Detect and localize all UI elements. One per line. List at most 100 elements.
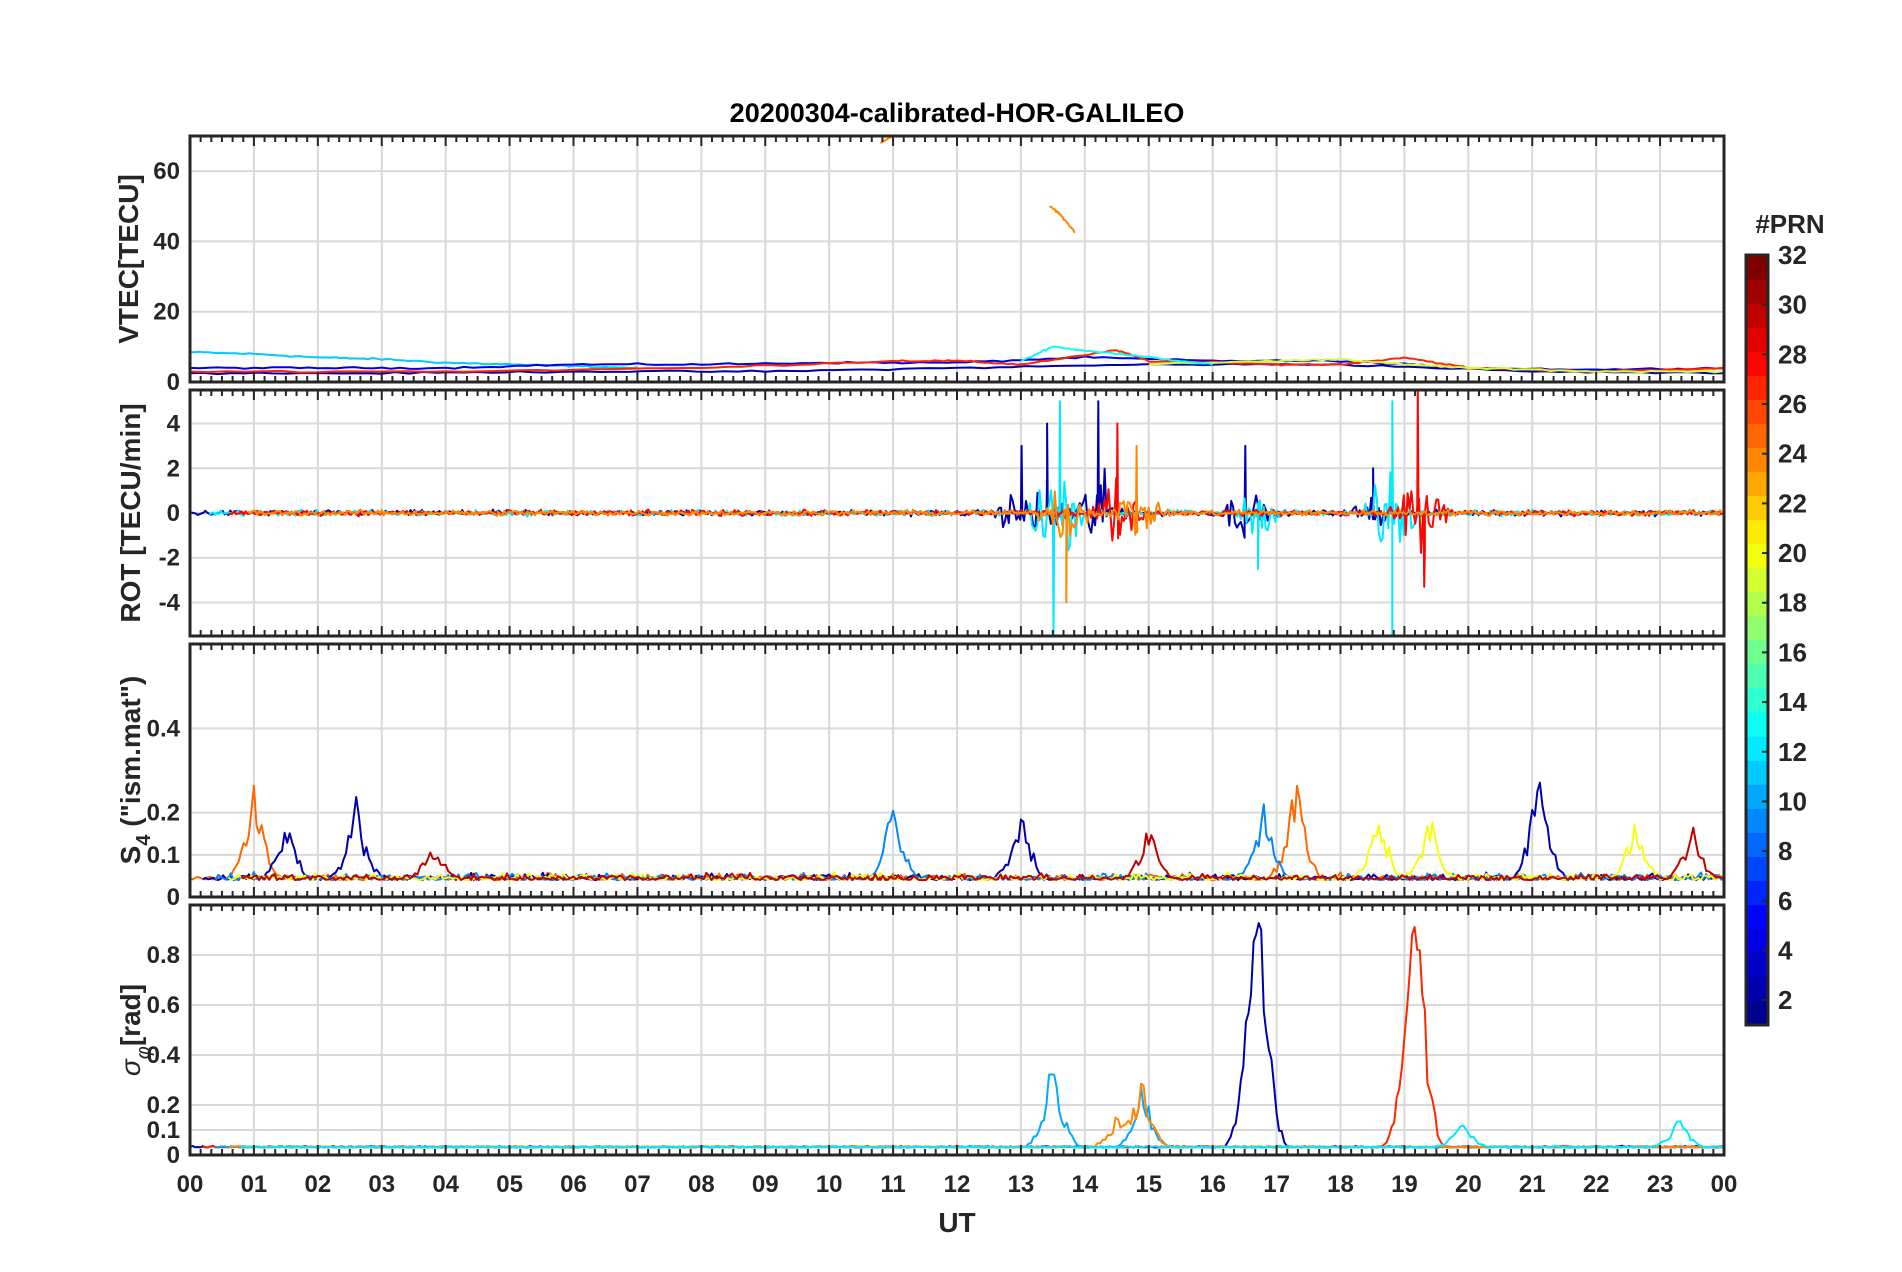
y-tick-label: 0 (167, 369, 180, 396)
series-line-prn-10 (215, 1073, 1724, 1149)
colorbar-swatch (1746, 976, 1768, 1002)
y-tick-label: 40 (153, 228, 180, 255)
x-tick-label: 19 (1391, 1171, 1418, 1198)
x-tick-label: 18 (1327, 1171, 1354, 1198)
colorbar-swatch (1746, 279, 1768, 304)
colorbar-swatch (1746, 591, 1768, 617)
colorbar-swatch (1746, 856, 1768, 882)
colorbar-swatch (1746, 327, 1768, 352)
colorbar-swatch (1746, 567, 1768, 593)
colorbar-swatch (1746, 640, 1768, 665)
y-tick-label: 4 (167, 411, 181, 438)
colorbar-tick-label: 18 (1778, 588, 1807, 618)
y-tick-label: 0.4 (147, 1042, 181, 1069)
x-tick-label: 11 (880, 1171, 905, 1198)
colorbar-swatch (1746, 808, 1768, 833)
x-tick-labels: 00 01 02 03 04 05 06 07 08 09 10 11 12 13 14 15 16 17 18 19… (177, 1171, 1738, 1198)
series-line-prn-12 (208, 400, 1723, 636)
x-axis-label: UT (938, 1207, 975, 1238)
colorbar-swatch (1746, 688, 1768, 713)
y-tick-label: 0 (167, 1142, 180, 1169)
colorbar-title: #PRN (1755, 209, 1824, 239)
colorbar-tick-label: 14 (1778, 687, 1807, 717)
y-tick-label: -4 (159, 589, 181, 616)
colorbar-swatch (1746, 399, 1768, 424)
series-line-prn-13 (1020, 345, 1213, 366)
x-tick-label: 03 (368, 1171, 395, 1198)
x-tick-label: 22 (1583, 1171, 1610, 1198)
series-line-prn-24 (1049, 205, 1076, 233)
x-tick-label: 02 (304, 1171, 331, 1198)
series-line-prn-27 (202, 926, 1724, 1149)
x-tick-label: 04 (432, 1171, 459, 1198)
colorbar-tick-label: 28 (1778, 339, 1807, 369)
colorbar-swatch (1746, 423, 1768, 448)
x-tick-label: 05 (496, 1171, 523, 1198)
series-line-prn-20 (227, 821, 1724, 882)
colorbar-swatch (1746, 351, 1768, 376)
series-line-prn-12 (241, 1120, 1724, 1149)
vtec-ylabel: VTEC[TECU] (113, 174, 144, 344)
rot-ylabel: ROT [TECU/min] (115, 403, 146, 622)
colorbar-swatch (1746, 904, 1768, 930)
sigma-phi-panel: 00.10.2 0.4 0.6 0.8 (147, 903, 1726, 1169)
x-tick-label: 07 (624, 1171, 651, 1198)
y-tick-label: 0 (167, 884, 180, 911)
colorbar-swatch (1746, 375, 1768, 400)
colorbar-swatch (1746, 447, 1768, 473)
y-tick-label: 0.1 (147, 1117, 180, 1144)
colorbar-tick-label: 2 (1778, 985, 1792, 1015)
colorbar-swatch (1746, 832, 1768, 858)
y-tick-label: 20 (153, 299, 180, 326)
colorbar-tick-label: 32 (1778, 240, 1807, 270)
y-tick-label: 2 (167, 455, 180, 482)
x-tick-label: 08 (688, 1171, 715, 1198)
colorbar-swatch (1746, 928, 1768, 954)
x-tick-label: 09 (752, 1171, 779, 1198)
svg-text:σφ[rad]: σφ[rad] (115, 984, 155, 1076)
chart-title: 20200304-calibrated-HOR-GALILEO (730, 98, 1185, 128)
y-tick-label: 0.2 (147, 1092, 180, 1119)
colorbar-swatch (1746, 543, 1768, 569)
y-tick-label: 60 (153, 158, 180, 185)
colorbar-tick-label: 8 (1778, 836, 1792, 866)
colorbar-tick-label: 24 (1778, 439, 1807, 469)
x-tick-label: 12 (944, 1171, 971, 1198)
sigma-phi-ylabel: σφ[rad] (115, 984, 155, 1076)
colorbar-swatch (1746, 760, 1768, 785)
colorbar-tick-label: 26 (1778, 389, 1807, 419)
series-line-prn-30 (240, 826, 1724, 882)
x-tick-label: 15 (1135, 1171, 1162, 1198)
colorbar-swatch (1746, 784, 1768, 809)
colorbar-swatch (1746, 519, 1768, 545)
y-tick-label: 0 (167, 500, 180, 527)
series-line-prn-24 (246, 444, 1723, 604)
vtec-panel: 0 20 40 60 (153, 134, 1726, 396)
colorbar-tick-label: 10 (1778, 786, 1807, 816)
colorbar-swatch (1746, 303, 1768, 328)
colorbar-tick-label: 30 (1778, 290, 1807, 320)
series-line-prn-24 (228, 1082, 1724, 1149)
x-tick-label: 16 (1199, 1171, 1226, 1198)
colorbar-swatch (1746, 615, 1768, 641)
colorbar-swatch (1746, 1000, 1768, 1026)
x-tick-label: 20 (1455, 1171, 1482, 1198)
colorbar-tick-label: 6 (1778, 886, 1792, 916)
s4-ylabel: S4 ("ism.mat") (115, 676, 155, 865)
colorbar-swatch (1746, 255, 1768, 280)
x-tick-label: 00 (177, 1171, 204, 1198)
svg-text:S4 ("ism.mat"): S4 ("ism.mat") (115, 676, 155, 865)
colorbar-swatch (1746, 712, 1768, 737)
colorbar-tick-label: 16 (1778, 637, 1807, 667)
s4-panel: 0 0.1 0.2 0.4 (147, 642, 1726, 911)
colorbar-tick-label: 22 (1778, 488, 1807, 518)
series-line-prn-9 (214, 803, 1724, 882)
y-tick-label: 0.4 (147, 715, 181, 742)
colorbar-swatch (1746, 880, 1768, 906)
colorbar-tick-label: 12 (1778, 737, 1807, 767)
y-tick-label: 0.2 (147, 800, 180, 827)
x-tick-label: 17 (1263, 1171, 1290, 1198)
y-tick-label: -2 (159, 545, 180, 572)
